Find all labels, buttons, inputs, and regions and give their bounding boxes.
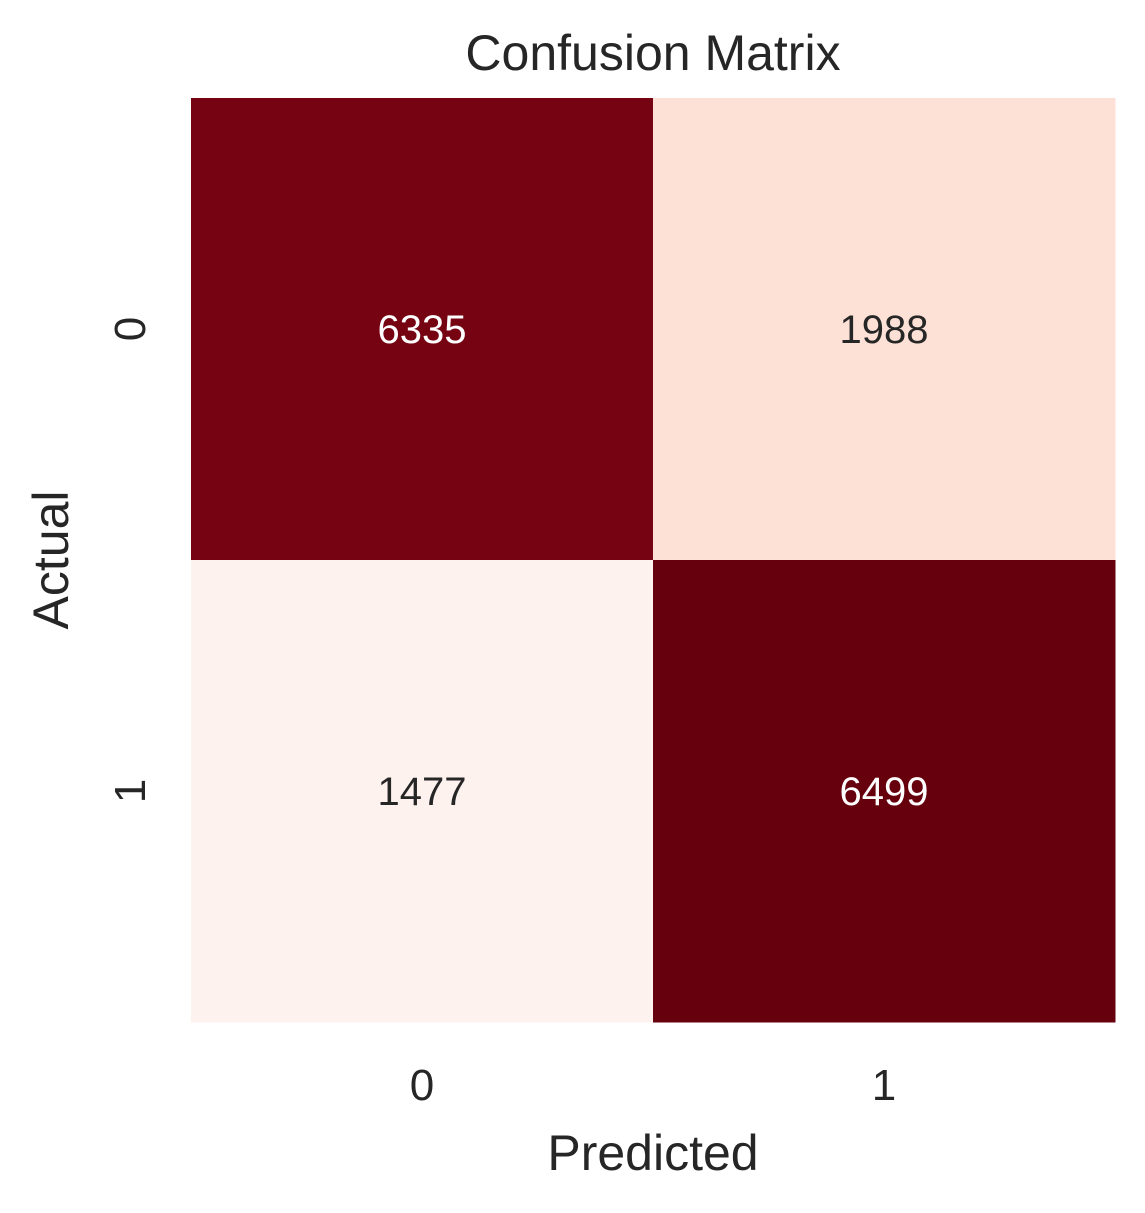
y-tick-label-1: 1	[106, 779, 155, 803]
cell-value-labels: 6335 1988 1477 6499	[378, 308, 929, 814]
y-tick-label-0: 0	[106, 317, 155, 341]
x-tick-label-0: 0	[410, 1061, 434, 1110]
heatmap-cell-1-0	[191, 560, 654, 1023]
x-tick-label-1: 1	[872, 1061, 896, 1110]
y-axis-label: Actual	[23, 491, 79, 630]
x-axis-label: Predicted	[547, 1125, 758, 1181]
cell-value-1-1: 6499	[840, 770, 929, 814]
heatmap-cell-0-1	[653, 98, 1116, 561]
chart-title: Confusion Matrix	[465, 25, 840, 81]
heatmap-cell-1-1	[653, 560, 1116, 1023]
cell-value-0-0: 6335	[378, 308, 467, 352]
cell-value-0-1: 1988	[840, 308, 929, 352]
cell-value-1-0: 1477	[378, 770, 467, 814]
heatmap-cells	[191, 98, 1116, 1023]
heatmap-cell-0-0	[191, 98, 654, 561]
y-tick-labels: 01	[106, 317, 155, 803]
